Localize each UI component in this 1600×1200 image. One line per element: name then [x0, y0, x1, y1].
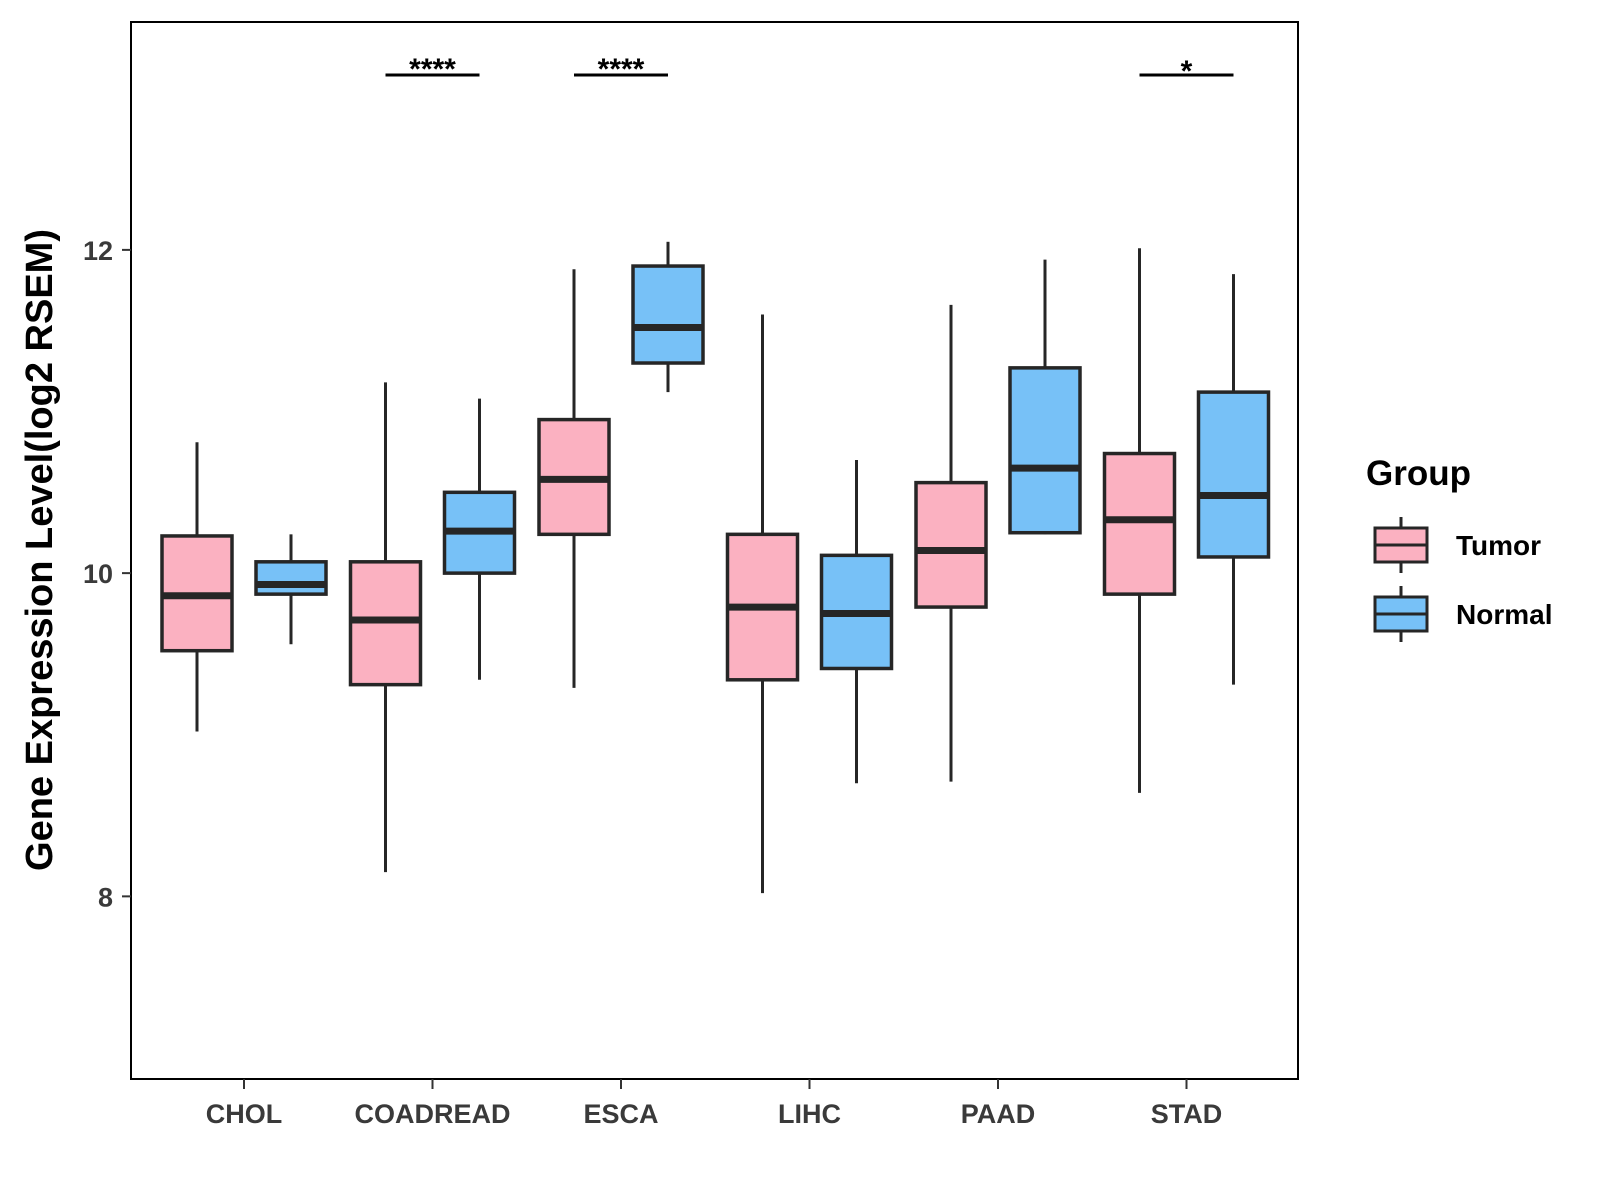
significance-label: ****	[598, 53, 645, 86]
legend-label: Tumor	[1456, 530, 1541, 561]
significance-label: ****	[409, 53, 456, 86]
legend-label: Normal	[1456, 599, 1552, 630]
x-tick-label: STAD	[1151, 1099, 1223, 1129]
box-iqr	[1102, 451, 1177, 596]
y-tick-label: 8	[98, 882, 113, 912]
box-tumor-coadread	[348, 382, 423, 873]
box-normal-paad	[1008, 259, 1082, 535]
box-tumor-esca	[537, 269, 611, 688]
boxes	[160, 241, 1271, 894]
box-normal-esca	[631, 241, 705, 393]
significance-esca: ****	[574, 53, 668, 86]
significance-stad: *	[1139, 55, 1234, 88]
significance-coadread: ****	[385, 53, 480, 86]
x-tick-label: CHOL	[206, 1099, 283, 1129]
box-tumor-lihc	[725, 314, 800, 894]
box-normal-coadread	[442, 398, 517, 680]
box-normal-stad	[1196, 274, 1271, 685]
box-iqr	[914, 480, 988, 609]
box-tumor-chol	[160, 442, 234, 732]
legend: Group Tumor Normal	[1366, 454, 1552, 642]
box-iqr	[1008, 366, 1082, 535]
y-tick-label: 10	[83, 559, 113, 589]
box-normal-lihc	[819, 459, 894, 784]
box-iqr	[254, 560, 328, 596]
box-iqr	[1196, 390, 1271, 559]
box-tumor-paad	[914, 304, 988, 782]
x-tick-label: COADREAD	[354, 1099, 510, 1129]
legend-entry-normal: Normal	[1373, 586, 1552, 642]
box-normal-chol	[254, 534, 328, 645]
y-tick-label: 12	[83, 236, 113, 266]
significance-label: *	[1181, 55, 1193, 88]
axis-ticks: 8 10 12 CHOL COADREAD ESCA LIHC PAAD STAD	[83, 236, 1222, 1129]
significance-annotations: **** **** *	[385, 53, 1234, 88]
x-tick-label: ESCA	[583, 1099, 658, 1129]
legend-title: Group	[1366, 454, 1471, 493]
legend-entry-tumor: Tumor	[1373, 517, 1541, 573]
box-iqr	[631, 264, 705, 365]
y-axis-title: Gene Expression Level(log2 RSEM)	[19, 229, 61, 871]
box-tumor-stad	[1102, 248, 1177, 793]
x-tick-label: LIHC	[778, 1099, 841, 1129]
x-tick-label: PAAD	[961, 1099, 1036, 1129]
